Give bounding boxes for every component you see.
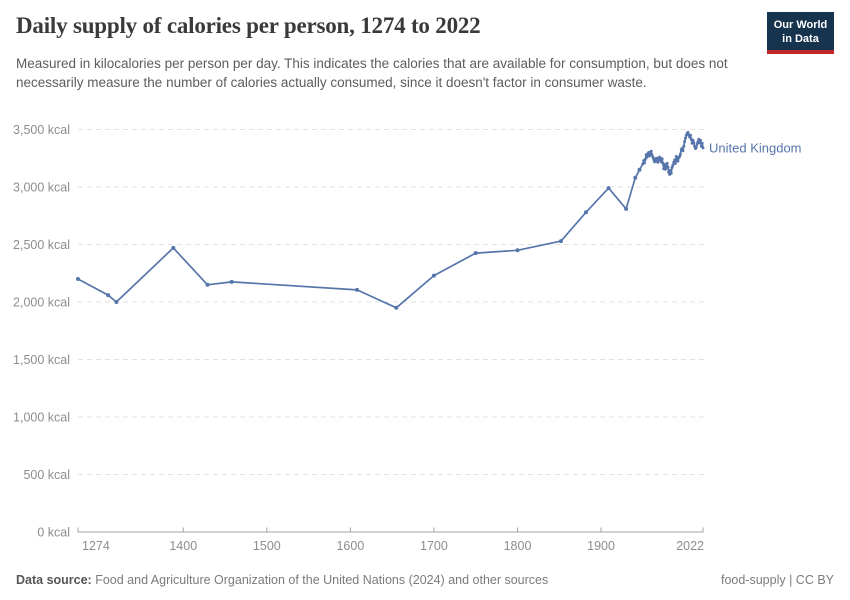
series-point[interactable] bbox=[355, 287, 360, 292]
series-point[interactable] bbox=[559, 239, 563, 244]
series-point[interactable] bbox=[673, 158, 677, 162]
series-point[interactable] bbox=[700, 141, 704, 145]
x-axis-tick-label: 1900 bbox=[587, 539, 615, 553]
series-point[interactable] bbox=[682, 144, 686, 148]
series-point[interactable] bbox=[669, 171, 673, 175]
series-point[interactable] bbox=[584, 210, 588, 215]
series-point[interactable] bbox=[665, 161, 669, 165]
series-point[interactable] bbox=[645, 155, 649, 159]
series-point[interactable] bbox=[624, 206, 629, 211]
y-axis-tick-label: 3,000 kcal bbox=[13, 181, 70, 195]
series-point[interactable] bbox=[637, 167, 642, 172]
y-axis-tick-label: 1,500 kcal bbox=[13, 353, 70, 367]
x-axis-tick-label: 1600 bbox=[336, 539, 364, 553]
series-point[interactable] bbox=[684, 136, 687, 140]
x-axis-tick-label: 1400 bbox=[169, 539, 197, 553]
data-source-label: Data source: bbox=[16, 573, 92, 587]
chart-subtitle: Measured in kilocalories per person per … bbox=[16, 56, 728, 91]
owid-logo-line2: in Data bbox=[782, 33, 819, 46]
series-point[interactable] bbox=[643, 157, 647, 161]
license-note: food-supply | CC BY bbox=[721, 573, 834, 587]
entity-label-united-kingdom[interactable]: United Kingdom bbox=[709, 140, 802, 155]
cc-by-link[interactable]: CC BY bbox=[795, 573, 834, 587]
series-point[interactable] bbox=[114, 300, 119, 304]
series-point[interactable] bbox=[681, 149, 685, 153]
series-point[interactable] bbox=[666, 165, 670, 169]
series-line-united-kingdom[interactable] bbox=[77, 131, 704, 309]
series-point[interactable] bbox=[674, 155, 678, 158]
series-point[interactable] bbox=[678, 155, 682, 158]
owid-logo[interactable]: Our World in Data bbox=[767, 12, 834, 54]
x-axis-tick-label: 1800 bbox=[504, 539, 532, 553]
series-point[interactable] bbox=[656, 160, 660, 164]
series-point[interactable] bbox=[431, 273, 436, 278]
series-point[interactable] bbox=[699, 138, 702, 142]
chart-slug: food-supply bbox=[720, 573, 786, 587]
series-point[interactable] bbox=[229, 279, 234, 284]
series-point[interactable] bbox=[673, 161, 677, 165]
y-axis-tick-label: 500 kcal bbox=[23, 468, 70, 482]
series-point[interactable] bbox=[689, 133, 692, 137]
x-axis-tick-label: 1700 bbox=[420, 539, 448, 553]
series-point[interactable] bbox=[663, 167, 667, 171]
series-point[interactable] bbox=[606, 186, 611, 191]
series-point[interactable] bbox=[695, 142, 699, 146]
series-point[interactable] bbox=[171, 245, 176, 250]
series-point[interactable] bbox=[649, 149, 653, 153]
x-axis-tick-label: 1274 bbox=[82, 539, 110, 553]
series-point[interactable] bbox=[670, 165, 674, 169]
series-point[interactable] bbox=[698, 141, 702, 145]
y-axis-tick-label: 1,000 kcal bbox=[13, 411, 70, 425]
series-point[interactable] bbox=[668, 168, 672, 172]
series-point[interactable] bbox=[671, 163, 675, 167]
series-point[interactable] bbox=[701, 146, 705, 150]
separator: | bbox=[785, 573, 796, 587]
series-point[interactable] bbox=[676, 159, 680, 163]
y-axis-tick-label: 3,500 kcal bbox=[13, 123, 70, 137]
series-point[interactable] bbox=[650, 153, 654, 157]
series-point[interactable] bbox=[680, 147, 684, 150]
chart-footer: Data source: Food and Agriculture Organi… bbox=[16, 573, 834, 587]
series-point[interactable] bbox=[694, 145, 698, 149]
y-axis-tick-label: 0 kcal bbox=[37, 526, 70, 540]
series-point[interactable] bbox=[683, 140, 687, 144]
data-source-text: Food and Agriculture Organization of the… bbox=[91, 573, 549, 587]
y-axis-tick-label: 2,000 kcal bbox=[13, 296, 70, 310]
series-point[interactable] bbox=[643, 161, 646, 165]
page-title: Daily supply of calories per person, 127… bbox=[16, 13, 481, 38]
series-point[interactable] bbox=[473, 251, 478, 256]
series-point[interactable] bbox=[660, 157, 664, 161]
data-source-note: Data source: Food and Agriculture Organi… bbox=[16, 573, 548, 587]
series-point[interactable] bbox=[692, 141, 696, 145]
series-point[interactable] bbox=[515, 248, 520, 253]
x-axis-tick-label: 2022 bbox=[676, 539, 704, 553]
series-point[interactable] bbox=[686, 130, 690, 134]
y-axis-tick-label: 2,500 kcal bbox=[13, 238, 70, 252]
series-point[interactable] bbox=[205, 282, 210, 287]
series-point[interactable] bbox=[678, 152, 682, 156]
series-point[interactable] bbox=[76, 277, 80, 281]
series-point[interactable] bbox=[633, 175, 638, 180]
series-point[interactable] bbox=[691, 138, 695, 142]
x-axis-tick-label: 1500 bbox=[253, 539, 281, 553]
series-point[interactable] bbox=[106, 293, 111, 298]
series-point[interactable] bbox=[651, 155, 655, 159]
series-point[interactable] bbox=[394, 305, 399, 310]
owid-logo-line1: Our World bbox=[773, 19, 828, 31]
